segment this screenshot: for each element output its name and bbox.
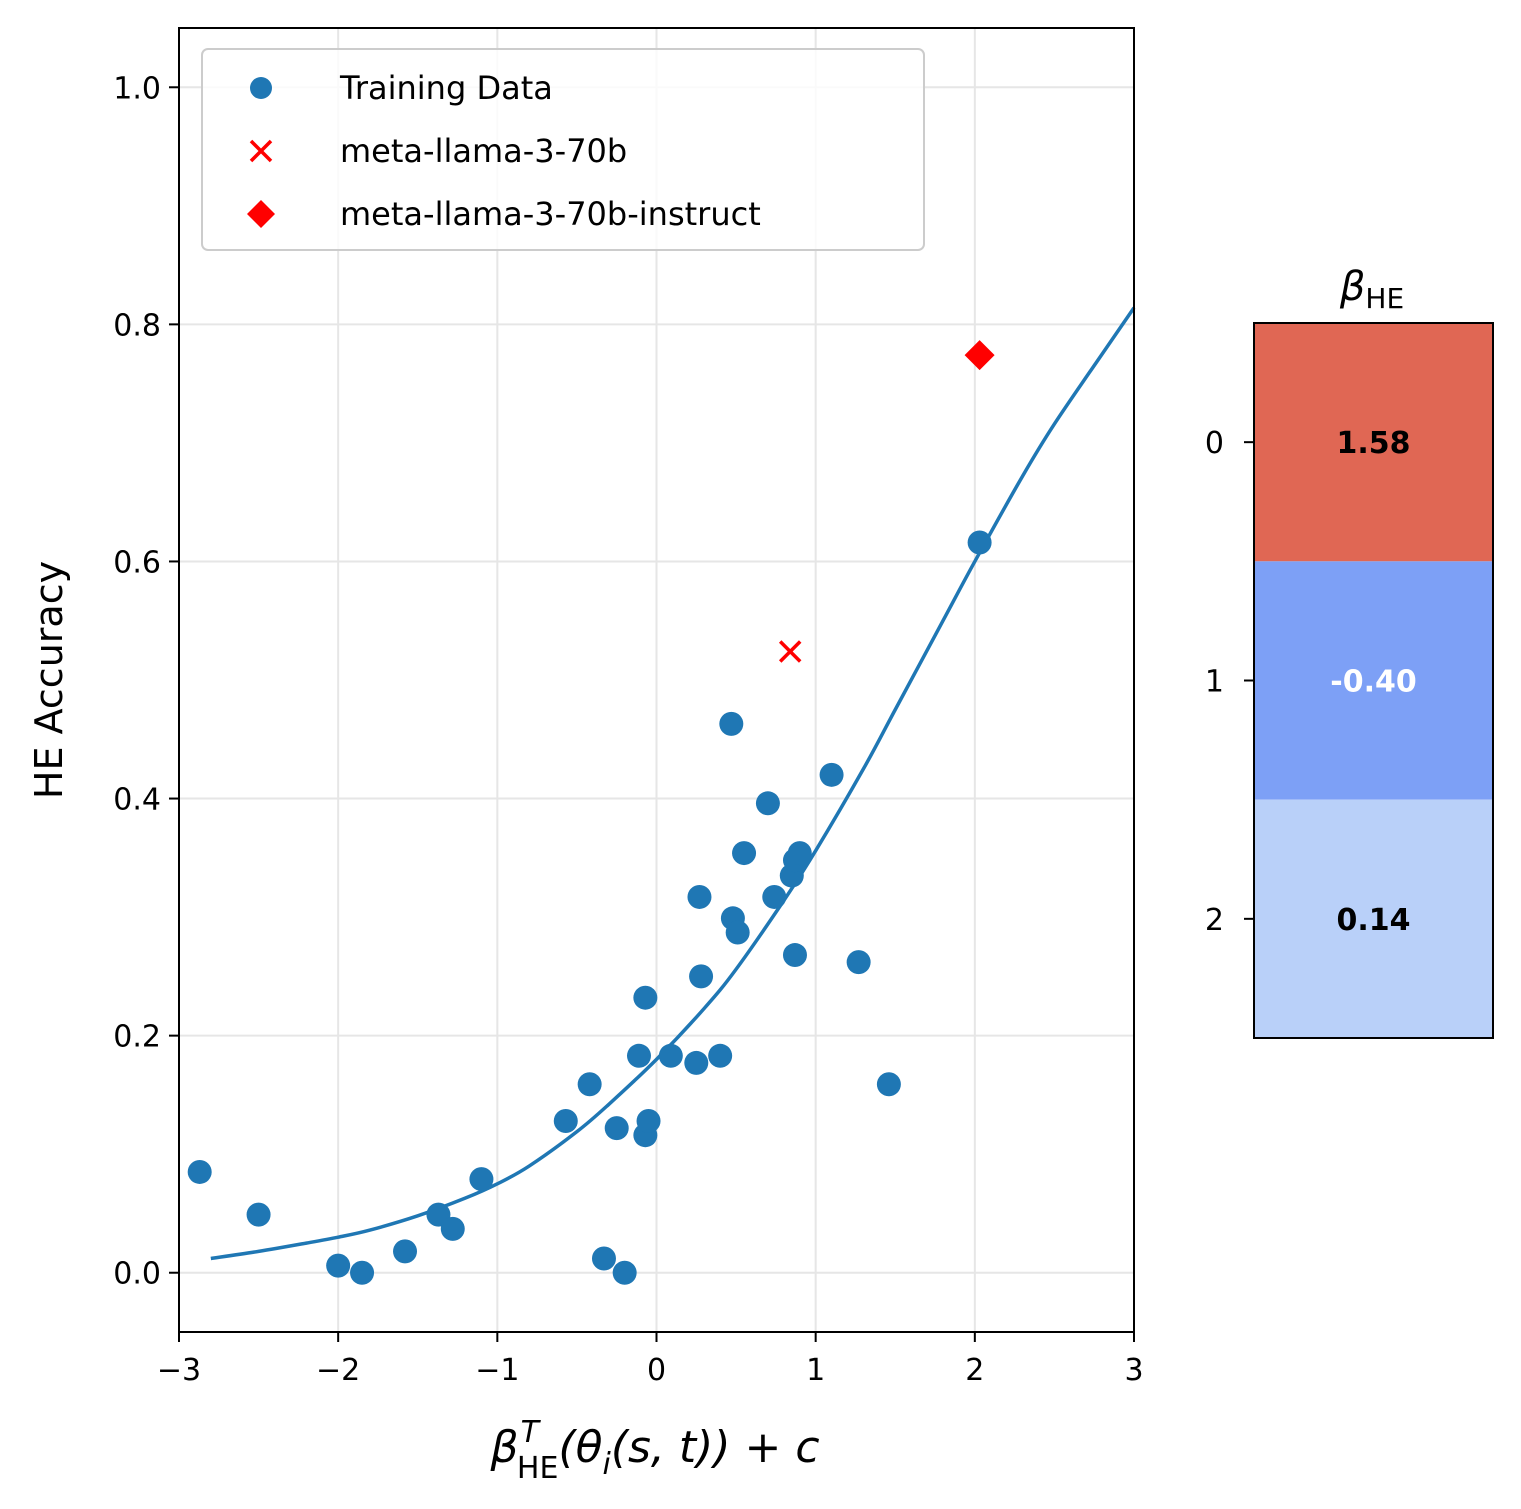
training-data-point bbox=[876, 1072, 901, 1097]
x-axis-label-superscript: T bbox=[521, 1415, 542, 1450]
x-tick-label: 1 bbox=[806, 1353, 825, 1388]
legend-label-llama-70b: meta-llama-3-70b bbox=[340, 132, 627, 170]
y-tick-label: 0.6 bbox=[113, 545, 161, 580]
training-data-point bbox=[553, 1108, 578, 1133]
training-data-point bbox=[708, 1043, 733, 1068]
training-data-point bbox=[326, 1253, 351, 1278]
training-data-point bbox=[469, 1167, 494, 1192]
x-axis-ticks: −3 −2 −1 0 1 2 3 bbox=[157, 1332, 1144, 1388]
heatmap-cell bbox=[1254, 799, 1493, 1038]
training-data-point bbox=[246, 1202, 271, 1227]
x-axis-label-subscript: HE bbox=[517, 1451, 559, 1486]
heatmap-frame bbox=[1253, 322, 1494, 1039]
training-data-point bbox=[626, 1043, 651, 1068]
x-tick-label: −2 bbox=[316, 1353, 360, 1388]
legend-box bbox=[201, 48, 925, 251]
training-data-point bbox=[732, 841, 757, 866]
training-data-point bbox=[658, 1043, 683, 1068]
legend-marker-llama-70b bbox=[249, 139, 273, 163]
training-data-point bbox=[725, 920, 750, 945]
legend-marker-llama-70b-instruct bbox=[247, 200, 275, 228]
x-tick-label: 0 bbox=[647, 1353, 666, 1388]
llama-70b-instruct-point bbox=[964, 340, 995, 371]
x-axis-label-tail: (s, t)) + c bbox=[611, 1422, 820, 1473]
training-data-point bbox=[719, 711, 744, 736]
legend-marker-training-data bbox=[250, 77, 272, 99]
training-data-point bbox=[846, 950, 871, 975]
training-data-point bbox=[350, 1260, 375, 1285]
training-data-point bbox=[762, 884, 787, 909]
training-data-point bbox=[684, 1050, 709, 1075]
training-data-point bbox=[440, 1216, 465, 1241]
llama-70b-point bbox=[778, 640, 802, 663]
training-data-point bbox=[689, 964, 714, 989]
y-tick-label: 1.0 bbox=[113, 71, 161, 106]
training-data-point bbox=[782, 943, 807, 968]
llama-70b-point-stroke bbox=[778, 640, 802, 663]
x-axis-label-theta: (θ bbox=[558, 1422, 602, 1473]
y-tick-label: 0.2 bbox=[113, 1020, 161, 1055]
training-data-point bbox=[819, 762, 844, 787]
heatmap-cell-value: 1.58 bbox=[1336, 426, 1410, 461]
legend-label-llama-70b-instruct: meta-llama-3-70b-instruct bbox=[340, 195, 761, 233]
training-data-point bbox=[393, 1239, 418, 1264]
heatmap-cells: 1.58 0 -0.40 1 0.14 2 bbox=[1205, 323, 1493, 1038]
training-data-point bbox=[591, 1246, 616, 1271]
training-data-point bbox=[755, 791, 780, 816]
beta-heatmap: βHE 1.58 0 -0.40 1 0.14 2 bbox=[1205, 264, 1494, 1039]
x-axis-label-beta: β bbox=[489, 1422, 518, 1473]
y-tick-label: 0.0 bbox=[113, 1257, 161, 1292]
y-axis-ticks: 0.0 0.2 0.4 0.6 0.8 1.0 bbox=[113, 71, 179, 1292]
training-data-point bbox=[187, 1159, 212, 1184]
y-tick-label: 0.4 bbox=[113, 783, 161, 818]
heatmap-title-subscript: HE bbox=[1365, 282, 1404, 315]
training-data-point bbox=[787, 841, 812, 866]
heatmap-title-beta: β bbox=[1339, 264, 1366, 310]
training-data-point bbox=[633, 985, 658, 1010]
training-data-point bbox=[577, 1072, 602, 1097]
heatmap-row-label: 2 bbox=[1205, 903, 1224, 938]
y-tick-label: 0.8 bbox=[113, 308, 161, 343]
heatmap-cell-value: 0.14 bbox=[1336, 903, 1410, 938]
x-tick-label: −3 bbox=[157, 1353, 201, 1388]
scatter-plot: −3 −2 −1 0 1 2 3 0.0 0.2 0.4 0.6 0.8 1.0 HE Accurac… bbox=[27, 27, 1144, 1486]
training-data-point bbox=[612, 1260, 637, 1285]
y-axis-label: HE Accuracy bbox=[27, 561, 71, 799]
x-tick-label: −1 bbox=[475, 1353, 519, 1388]
heatmap-title: βHE bbox=[1339, 264, 1404, 315]
x-axis-label: βT HE(θi(s, t)) + c bbox=[489, 1415, 819, 1486]
training-data-point bbox=[967, 530, 992, 555]
heatmap-row-label: 1 bbox=[1205, 665, 1224, 700]
heatmap-row-label: 0 bbox=[1205, 426, 1224, 461]
heatmap-cell bbox=[1254, 323, 1493, 562]
heatmap-cell bbox=[1254, 561, 1493, 800]
training-data-point bbox=[636, 1108, 661, 1133]
training-data-point bbox=[687, 884, 712, 909]
data-points bbox=[187, 340, 995, 1285]
x-tick-label: 3 bbox=[1124, 1353, 1143, 1388]
heatmap-cell-value: -0.40 bbox=[1330, 665, 1416, 700]
x-axis-label-sub-i: i bbox=[603, 1447, 612, 1482]
training-data-point bbox=[604, 1116, 629, 1141]
x-tick-label: 2 bbox=[965, 1353, 984, 1388]
legend: Training Data meta-llama-3-70b meta-llam… bbox=[201, 48, 925, 251]
legend-label-training-data: Training Data bbox=[339, 69, 553, 107]
